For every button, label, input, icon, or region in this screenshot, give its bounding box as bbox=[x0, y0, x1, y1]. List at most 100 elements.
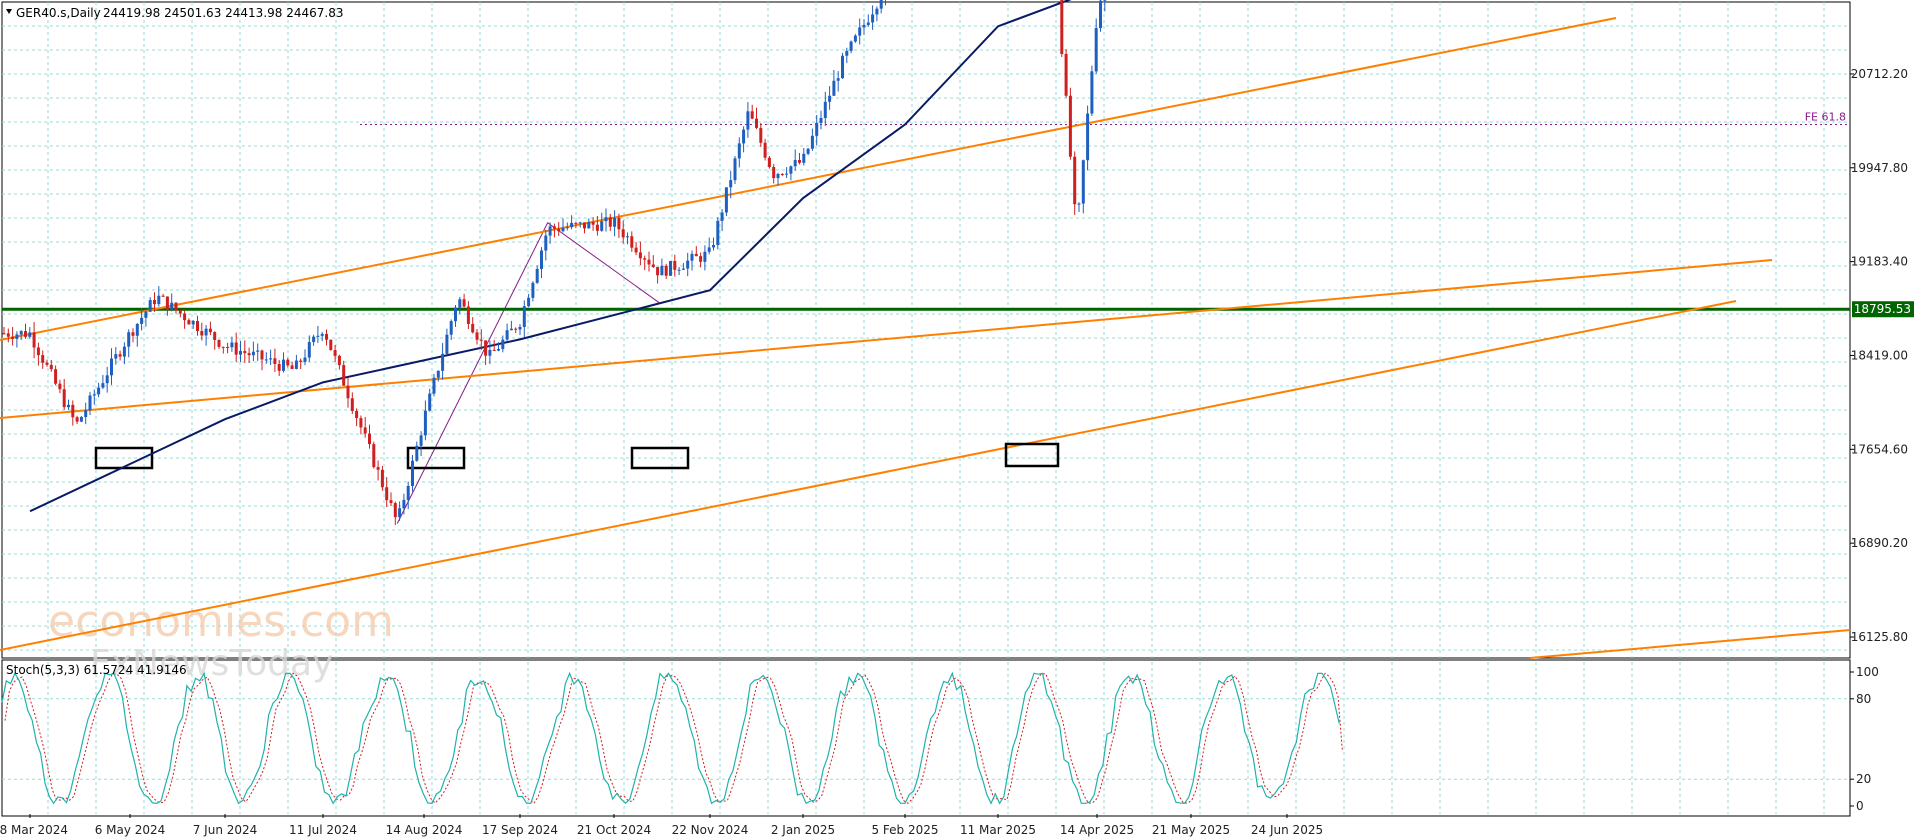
candle-body bbox=[75, 417, 79, 422]
candle-body bbox=[535, 268, 539, 283]
candle-body bbox=[591, 222, 595, 225]
candle-body bbox=[187, 320, 191, 325]
channel-line[interactable] bbox=[0, 17, 1617, 341]
candle-body bbox=[617, 217, 621, 230]
candle-body bbox=[174, 302, 178, 311]
candle-body bbox=[230, 342, 234, 348]
candle-body bbox=[436, 370, 440, 378]
grid bbox=[2, 2, 1850, 814]
candle-body bbox=[118, 354, 122, 357]
candle-body bbox=[49, 364, 53, 370]
stoch-tick-label: 0 bbox=[1856, 799, 1864, 813]
candle-body bbox=[333, 350, 337, 356]
candle-body bbox=[810, 135, 814, 149]
candle-body bbox=[24, 331, 27, 337]
main-panel-border bbox=[1, 1, 1851, 659]
support-box[interactable] bbox=[1004, 442, 1060, 468]
candle-body bbox=[282, 359, 285, 371]
candle-body bbox=[208, 328, 212, 333]
candle-body bbox=[342, 365, 346, 386]
candle-body bbox=[763, 142, 767, 158]
candle-body bbox=[325, 333, 328, 340]
candle-body bbox=[58, 383, 62, 390]
candle-body bbox=[836, 78, 840, 81]
date-tick-label: 11 Jul 2024 bbox=[289, 823, 357, 837]
candle-body bbox=[114, 354, 118, 359]
candle-body bbox=[604, 217, 608, 222]
candle-body bbox=[71, 404, 75, 418]
candle-body bbox=[15, 334, 19, 339]
candle-body bbox=[144, 311, 148, 318]
candle-body bbox=[626, 236, 629, 238]
candle-body bbox=[643, 258, 647, 260]
candle-body bbox=[393, 503, 397, 518]
candle-body bbox=[694, 253, 698, 257]
dropdown-arrow-icon[interactable] bbox=[6, 9, 12, 14]
candle-body bbox=[153, 300, 156, 305]
candle-body bbox=[621, 229, 625, 238]
channel-line[interactable] bbox=[0, 259, 1773, 419]
candle-body bbox=[858, 27, 862, 36]
candle-body bbox=[307, 342, 311, 358]
channel-line[interactable] bbox=[0, 300, 1737, 651]
date-tick-label: 2 Jan 2025 bbox=[771, 823, 835, 837]
candle-body bbox=[1060, 0, 1064, 54]
candle-body bbox=[776, 173, 780, 179]
candle-body bbox=[385, 487, 389, 501]
candle-body bbox=[148, 300, 152, 312]
candle-body bbox=[729, 180, 733, 188]
date-tick-label: 5 Feb 2025 bbox=[871, 823, 938, 837]
date-tick-label: 14 Aug 2024 bbox=[386, 823, 463, 837]
support-box[interactable] bbox=[94, 446, 154, 470]
candle-body bbox=[372, 444, 376, 468]
candles bbox=[2, 0, 1107, 526]
candle-body bbox=[484, 340, 488, 356]
candle-body bbox=[217, 340, 221, 347]
candle-body bbox=[488, 349, 492, 356]
candle-body bbox=[247, 353, 251, 356]
support-box[interactable] bbox=[406, 446, 466, 470]
fibonacci-levels[interactable]: 2.6182.2362FE 161.8FE 100.0FE 61.8 bbox=[360, 0, 1850, 524]
candle-body bbox=[415, 445, 419, 461]
date-tick-label: 14 Apr 2025 bbox=[1060, 823, 1134, 837]
candle-body bbox=[419, 435, 423, 446]
candle-body bbox=[669, 260, 672, 276]
candle-body bbox=[681, 268, 685, 270]
candle-body bbox=[389, 500, 393, 504]
candle-body bbox=[92, 394, 96, 396]
date-tick-label: 17 Sep 2024 bbox=[482, 823, 558, 837]
candle-body bbox=[686, 260, 690, 269]
candle-body bbox=[1086, 113, 1090, 161]
candle-body bbox=[552, 226, 556, 229]
candle-body bbox=[398, 508, 402, 518]
watermark-brand: economies.com bbox=[48, 596, 394, 647]
candle-body bbox=[845, 50, 849, 56]
candle-body bbox=[475, 332, 479, 340]
fib-expansion-leg[interactable] bbox=[396, 222, 660, 524]
candle-body bbox=[656, 267, 660, 276]
candle-body bbox=[505, 330, 509, 340]
candle-body bbox=[832, 80, 836, 96]
price-labels: 24467.8323817.8623362.1418795.53 bbox=[1852, 301, 1914, 318]
trend-channel[interactable] bbox=[0, 17, 1851, 659]
candle-body bbox=[196, 320, 199, 332]
support-boxes[interactable] bbox=[94, 442, 1060, 470]
candle-body bbox=[785, 173, 789, 175]
candle-body bbox=[879, 0, 883, 9]
candle-body bbox=[518, 326, 522, 330]
ohlc-values: 24419.98 24501.63 24413.98 24467.83 bbox=[103, 6, 343, 20]
price-tick-label: 17654.60 bbox=[1851, 442, 1908, 456]
horizontal-levels[interactable] bbox=[2, 0, 1850, 311]
candle-body bbox=[140, 317, 144, 324]
candle-body bbox=[565, 227, 569, 229]
candle-body bbox=[363, 427, 367, 434]
candle-body bbox=[105, 375, 109, 384]
candle-body bbox=[359, 418, 363, 428]
candle-body bbox=[127, 332, 131, 347]
candle-body bbox=[79, 417, 83, 422]
channel-line[interactable] bbox=[1529, 629, 1851, 659]
candle-body bbox=[819, 117, 823, 123]
support-box[interactable] bbox=[630, 446, 690, 470]
candle-body bbox=[191, 320, 195, 325]
